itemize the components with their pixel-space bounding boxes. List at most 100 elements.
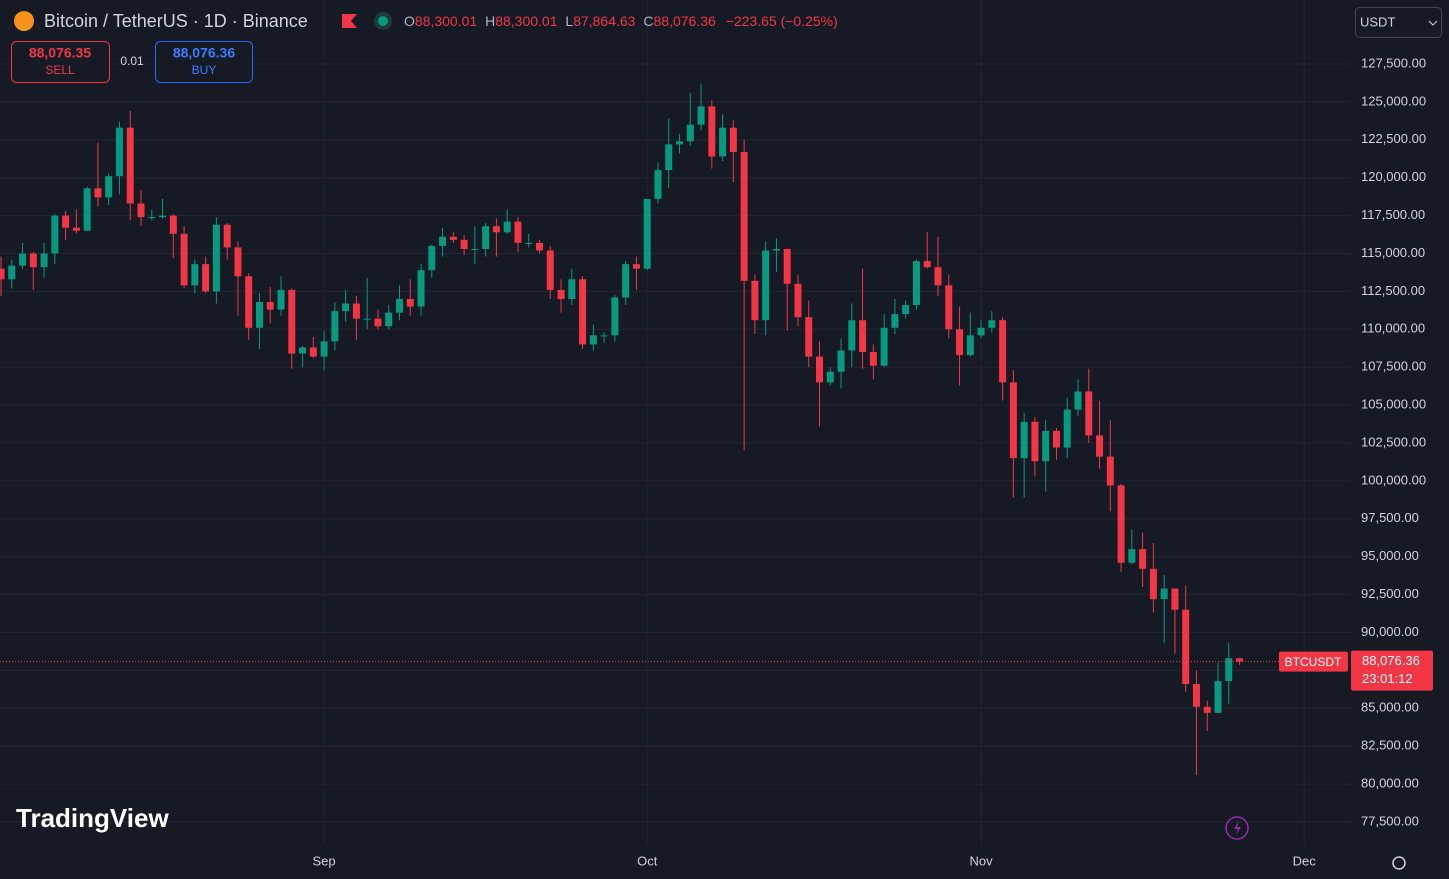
candle-body	[277, 289, 285, 310]
candle-body	[816, 356, 824, 383]
candle-body	[805, 317, 813, 357]
candle-body	[385, 312, 393, 327]
candle-body	[600, 335, 608, 337]
y-tick-label: 77,500.00	[1361, 813, 1419, 828]
candle-body	[902, 305, 910, 315]
candle-body	[1117, 485, 1125, 563]
candle-body	[1031, 421, 1039, 462]
candle-body	[309, 347, 317, 357]
buy-label: BUY	[192, 63, 217, 77]
y-tick-label: 112,500.00	[1361, 283, 1425, 298]
candle-body	[956, 329, 964, 356]
candle-body	[654, 170, 662, 199]
y-tick-label: 95,000.00	[1361, 548, 1419, 563]
candle-body	[579, 279, 587, 345]
candle-body	[503, 221, 511, 233]
candle-body	[546, 250, 554, 290]
candle-body	[320, 341, 328, 357]
candle-body	[439, 236, 447, 246]
dropdown-arrow	[1428, 20, 1438, 26]
candle-body	[589, 335, 597, 345]
candle-body	[912, 261, 920, 306]
candle-body	[923, 261, 931, 268]
h-key: H	[485, 13, 495, 29]
candle-body	[1203, 706, 1211, 713]
candle-body	[492, 226, 500, 233]
candle-body	[342, 303, 350, 312]
candle-body	[352, 303, 360, 319]
y-tick-label: 82,500.00	[1361, 738, 1419, 753]
y-tick-label: 125,000.00	[1361, 93, 1426, 108]
price-tag-countdown: 23:01:12	[1362, 671, 1413, 686]
candle-body	[1106, 456, 1114, 486]
candle-body	[632, 264, 640, 269]
candle-body	[676, 141, 684, 145]
candle-body	[740, 151, 748, 281]
y-tick-label: 92,500.00	[1361, 586, 1419, 601]
currency-select[interactable]	[1355, 7, 1442, 38]
candle-body	[169, 215, 177, 234]
symbol-tag-text: BTCUSDT	[1285, 655, 1342, 669]
change: −223.65 (−0.25%)	[726, 13, 838, 29]
y-tick-label: 115,000.00	[1361, 245, 1425, 260]
candle-body	[988, 320, 996, 328]
candle-body	[891, 314, 899, 328]
candle-body	[611, 297, 619, 336]
symbol-tag	[1279, 651, 1348, 672]
candle-body	[762, 250, 770, 321]
candle-body	[1236, 658, 1244, 662]
x-tick-label: Dec	[1293, 853, 1317, 868]
y-tick-label: 120,000.00	[1361, 169, 1426, 184]
candle-body	[848, 320, 856, 351]
y-tick-label: 117,500.00	[1361, 207, 1425, 222]
candle-body	[29, 253, 37, 268]
candle-body	[363, 318, 371, 320]
x-tick-label: Sep	[313, 853, 336, 868]
candle-body	[126, 127, 134, 204]
symbol[interactable]: Bitcoin / TetherUS · 1D · Binance	[44, 11, 308, 31]
flag-icon[interactable]	[342, 14, 357, 28]
candle-body	[1214, 681, 1222, 713]
buy-price: 88,076.36	[173, 45, 235, 61]
candles	[0, 83, 1244, 776]
candle-body	[428, 245, 436, 271]
candle-body	[406, 298, 414, 307]
candle-body	[1225, 658, 1233, 682]
candle-body	[686, 124, 694, 142]
candle-body	[1182, 609, 1190, 685]
candle-body	[0, 268, 5, 280]
candle-body	[837, 350, 845, 372]
candle-body	[622, 264, 630, 298]
candle-body	[83, 188, 91, 231]
o-key: O	[404, 13, 415, 29]
candle-body	[202, 264, 210, 292]
candle-body	[1063, 409, 1071, 448]
alert-icon[interactable]	[1225, 816, 1249, 840]
sell-button[interactable]	[11, 41, 110, 83]
settings-icon[interactable]	[1392, 856, 1406, 870]
candle-body	[514, 221, 522, 243]
candle-body	[1096, 435, 1104, 457]
x-tick-label: Nov	[970, 853, 994, 868]
candle-body	[1160, 588, 1168, 600]
l-key: L	[565, 13, 573, 29]
logo[interactable]: TradingView	[16, 803, 169, 833]
candle-body	[1052, 430, 1060, 448]
o-value: 88,300.01	[415, 13, 477, 29]
candle-body	[568, 279, 576, 299]
candle-body	[40, 253, 48, 268]
candle-body	[159, 215, 167, 218]
h-value: 88,300.01	[495, 13, 557, 29]
candle-body	[449, 236, 457, 240]
candle-body	[471, 248, 479, 250]
buy-button[interactable]	[155, 41, 253, 83]
candle-body	[1009, 382, 1017, 459]
l-value: 87,864.63	[573, 13, 635, 29]
candle-body	[1139, 549, 1147, 569]
candle-body	[934, 267, 942, 286]
candle-body	[62, 215, 70, 228]
candle-body	[460, 239, 468, 249]
x-tick-label: Oct	[637, 853, 658, 868]
candle-body	[869, 352, 877, 366]
